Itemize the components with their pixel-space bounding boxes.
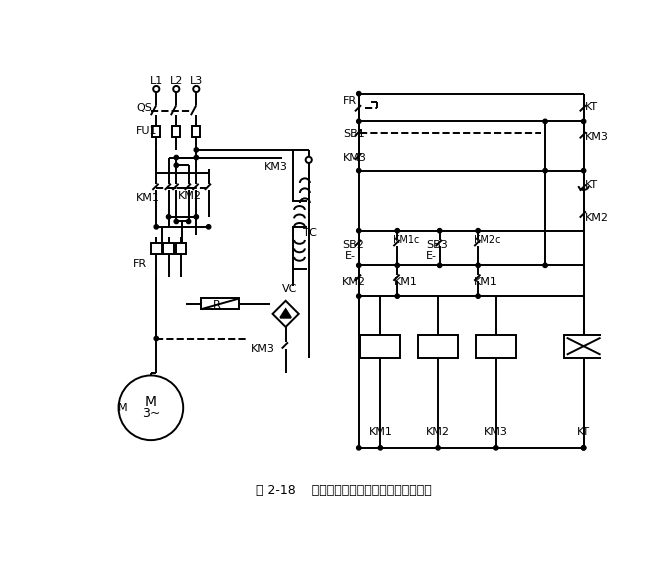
Bar	[201, 298, 239, 309]
Text: L3: L3	[190, 76, 203, 86]
Bar	[152, 126, 160, 137]
Circle shape	[194, 148, 198, 152]
Circle shape	[356, 91, 361, 96]
Circle shape	[174, 219, 178, 224]
Circle shape	[378, 446, 383, 450]
Bar	[172, 126, 180, 137]
Text: KM2: KM2	[426, 427, 450, 438]
Text: KM3: KM3	[484, 427, 508, 438]
Circle shape	[582, 446, 586, 450]
Text: TC: TC	[303, 228, 316, 238]
Circle shape	[395, 228, 399, 233]
Text: KM1: KM1	[474, 277, 498, 288]
Bar	[563, 335, 604, 358]
Text: VC: VC	[282, 284, 297, 294]
Circle shape	[476, 294, 480, 298]
Circle shape	[356, 168, 361, 173]
Text: KM3: KM3	[585, 132, 609, 142]
Text: M: M	[145, 394, 157, 409]
Text: FU1: FU1	[136, 125, 157, 136]
Circle shape	[194, 214, 198, 219]
Circle shape	[543, 263, 547, 267]
Text: 3~: 3~	[141, 407, 160, 420]
Bar	[360, 335, 401, 358]
Text: L1: L1	[149, 76, 163, 86]
Circle shape	[153, 86, 159, 92]
Text: KM2: KM2	[178, 191, 202, 201]
Circle shape	[395, 294, 399, 298]
Text: KM3: KM3	[251, 343, 275, 354]
Circle shape	[438, 228, 442, 233]
Circle shape	[186, 219, 191, 224]
Text: E-: E-	[425, 251, 437, 261]
Circle shape	[582, 168, 586, 173]
Text: R: R	[212, 300, 220, 311]
Circle shape	[356, 294, 361, 298]
Bar	[418, 335, 458, 358]
Text: QS: QS	[136, 102, 152, 113]
Text: SB1: SB1	[343, 129, 365, 140]
Text: SB3: SB3	[425, 240, 448, 250]
Text: KM2: KM2	[342, 277, 366, 288]
Circle shape	[174, 163, 178, 167]
Circle shape	[476, 228, 480, 233]
Circle shape	[356, 263, 361, 267]
Text: KT: KT	[585, 179, 598, 190]
Bar	[192, 126, 200, 137]
Text: KT: KT	[585, 102, 598, 113]
Text: L2: L2	[170, 76, 183, 86]
Circle shape	[306, 157, 312, 163]
Text: FR: FR	[343, 97, 358, 106]
Text: KM1: KM1	[393, 277, 417, 288]
Circle shape	[582, 446, 586, 450]
Text: 图 2-18    电动机可逆运行的能耗制动控制线路: 图 2-18 电动机可逆运行的能耗制动控制线路	[255, 484, 431, 497]
Text: M: M	[117, 403, 127, 413]
Circle shape	[206, 225, 211, 229]
Bar	[151, 243, 161, 254]
Circle shape	[174, 86, 180, 92]
Circle shape	[436, 446, 440, 450]
Text: E-: E-	[345, 251, 356, 261]
Text: KM1c: KM1c	[393, 235, 420, 245]
Circle shape	[154, 336, 158, 340]
Circle shape	[543, 168, 547, 173]
Text: KM2c: KM2c	[474, 235, 500, 245]
Text: KM1: KM1	[369, 427, 392, 438]
Circle shape	[356, 228, 361, 233]
Text: SB2: SB2	[342, 240, 364, 250]
Text: KM2: KM2	[585, 213, 609, 223]
Circle shape	[193, 86, 200, 92]
Circle shape	[356, 119, 361, 124]
Circle shape	[438, 263, 442, 267]
Text: KM3: KM3	[264, 162, 288, 172]
Circle shape	[194, 155, 198, 160]
Circle shape	[119, 375, 183, 440]
Circle shape	[582, 119, 586, 124]
Polygon shape	[280, 309, 291, 318]
Circle shape	[494, 446, 498, 450]
Text: KM3: KM3	[343, 154, 367, 163]
Circle shape	[154, 225, 158, 229]
Bar	[176, 243, 186, 254]
Circle shape	[174, 155, 178, 160]
Polygon shape	[273, 301, 299, 327]
Circle shape	[543, 119, 547, 124]
Bar	[476, 335, 516, 358]
Text: KM1: KM1	[136, 193, 160, 204]
Circle shape	[166, 214, 171, 219]
Circle shape	[476, 263, 480, 267]
Circle shape	[395, 263, 399, 267]
Bar	[163, 243, 174, 254]
Text: KT: KT	[577, 427, 590, 438]
Text: FR: FR	[133, 259, 147, 269]
Circle shape	[356, 446, 361, 450]
